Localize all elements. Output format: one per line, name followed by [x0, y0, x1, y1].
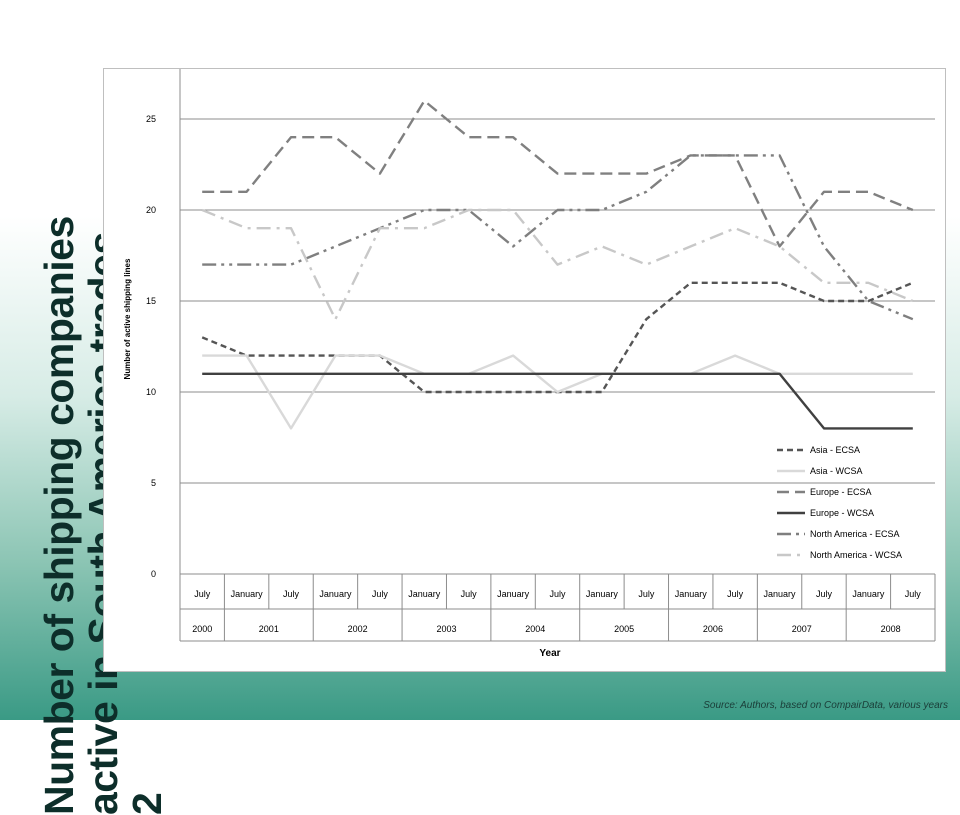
line-chart: 0 5 10 15 20 25 July January July January July Jan…: [123, 69, 936, 659]
x-tick-label: January: [852, 589, 885, 599]
x-tick-label: July: [549, 589, 566, 599]
chart-panel: 0 5 10 15 20 25 July January July January July Jan…: [103, 68, 946, 672]
year-label: 2000: [192, 624, 212, 634]
year-label: 2002: [348, 624, 368, 634]
y-axis-label: Number of active shipping lines: [123, 258, 132, 379]
series-line-north-america-ecsa: [202, 154, 914, 321]
year-label: 2007: [792, 624, 812, 634]
year-label: 2006: [703, 624, 723, 634]
series-lines: [201, 99, 914, 430]
x-tick-label: July: [461, 589, 478, 599]
source-note: Source: Authors, based on CompairData, v…: [703, 700, 948, 711]
year-label: 2005: [614, 624, 634, 634]
x-tick-label: July: [727, 589, 744, 599]
x-tick-label: January: [408, 589, 441, 599]
x-tick-label: January: [764, 589, 797, 599]
x-tick-label: January: [586, 589, 619, 599]
x-tick-label: January: [497, 589, 530, 599]
x-tick-label: July: [905, 589, 922, 599]
grid-lines: [179, 69, 935, 575]
year-label: 2003: [436, 624, 456, 634]
y-tick-label: 0: [151, 569, 156, 579]
x-tick-label: July: [638, 589, 655, 599]
x-axis-table: July January July January July January July Jan…: [179, 573, 936, 642]
x-tick-label: July: [816, 589, 833, 599]
x-tick-label: January: [231, 589, 264, 599]
y-tick-labels: 0 5 10 15 20 25: [146, 114, 156, 579]
legend-label: Europe - ECSA: [810, 487, 872, 497]
y-tick-label: 10: [146, 387, 156, 397]
y-tick-label: 5: [151, 478, 156, 488]
y-tick-label: 15: [146, 296, 156, 306]
legend-label: Asia - ECSA: [810, 445, 860, 455]
x-axis-label: Year: [539, 648, 560, 659]
x-tick-label: July: [194, 589, 211, 599]
series-line-north-america-wcsa: [201, 208, 914, 321]
legend-label: North America - ECSA: [810, 529, 900, 539]
y-tick-label: 20: [146, 205, 156, 215]
x-tick-label: July: [283, 589, 300, 599]
year-label: 2001: [259, 624, 279, 634]
legend-label: Europe - WCSA: [810, 508, 874, 518]
series-line-asia-wcsa: [202, 354, 913, 430]
series-line-asia-ecsa: [201, 281, 914, 394]
series-line-europe-wcsa: [202, 372, 913, 430]
series-line-europe-ecsa: [202, 99, 914, 248]
legend-label: Asia - WCSA: [810, 466, 863, 476]
legend: Asia - ECSA Asia - WCSA Europe - ECSA Europ…: [777, 445, 902, 560]
x-tick-label: January: [675, 589, 708, 599]
y-tick-label: 25: [146, 114, 156, 124]
year-label: 2008: [881, 624, 901, 634]
legend-label: North America - WCSA: [810, 550, 902, 560]
year-label: 2004: [525, 624, 545, 634]
x-tick-label: January: [319, 589, 352, 599]
x-tick-label: July: [372, 589, 389, 599]
